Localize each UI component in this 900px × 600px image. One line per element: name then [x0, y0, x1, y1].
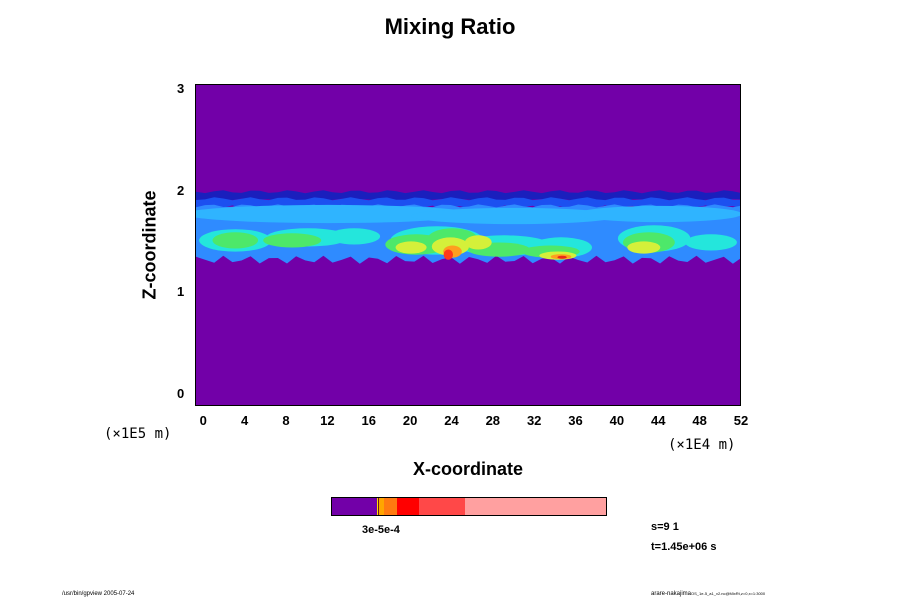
x-tick-label: 48	[692, 413, 707, 428]
time-label: t=1.45e+06 s	[651, 541, 717, 553]
concentration-blob	[557, 255, 567, 259]
colorbar-segment	[419, 498, 465, 515]
footer-right-detail: OS_1e-5_a1_v2.nc@MixRt,z=0,x=1:3000	[691, 591, 766, 596]
x-tick-label: 0	[199, 413, 207, 428]
y-tick-label: 2	[177, 182, 185, 198]
colorbar	[331, 497, 607, 516]
plot-area	[195, 84, 741, 406]
concentration-blob	[263, 233, 322, 248]
x-tick-label: 4	[241, 413, 249, 428]
concentration-blob	[576, 205, 740, 223]
colorbar-segment	[397, 498, 420, 515]
layer-band	[196, 197, 740, 209]
layer-band	[196, 190, 740, 202]
x-tick-label: 8	[282, 413, 290, 428]
colorbar-label: 3e-5e-4	[362, 524, 400, 536]
y-tick-label: 3	[177, 81, 185, 97]
step-label: s=9 1	[651, 521, 679, 533]
colorbar-segment	[464, 498, 606, 515]
x-tick-label: 16	[361, 413, 376, 428]
concentration-blob	[411, 207, 618, 225]
x-tick-label: 12	[320, 413, 335, 428]
colorbar-segment	[379, 498, 385, 515]
footer-left: /usr/bin/gpview 2005-07-24	[62, 591, 135, 597]
concentration-blob	[443, 249, 453, 260]
footer-right-main: arare-nakajima	[651, 591, 692, 597]
footer-right: arare-nakajimaOS_1e-5_a1_v2.nc@MixRt,z=0…	[651, 591, 765, 597]
x-tick-label: 32	[526, 413, 542, 428]
concentration-blob	[212, 232, 259, 249]
chart-title: Mixing Ratio	[384, 14, 516, 39]
concentration-blob	[395, 241, 427, 254]
mixing-ratio-field	[196, 190, 740, 264]
x-tick-label: 36	[568, 413, 583, 428]
concentration-blob	[627, 241, 661, 254]
concentration-blob	[464, 235, 492, 250]
y-axis-label: Z-coordinate	[139, 190, 160, 300]
x-tick-label: 24	[444, 413, 459, 428]
y-tick-label: 1	[177, 284, 185, 300]
concentration-blob	[196, 204, 474, 224]
y-tick-label: 0	[177, 385, 185, 401]
y-scale-label: (×1E5 m)	[104, 426, 172, 442]
x-tick-label: 20	[402, 413, 418, 428]
colorbar-segment	[378, 498, 380, 515]
x-scale-label: (×1E4 m)	[668, 437, 736, 453]
concentration-blob	[328, 228, 381, 245]
x-tick-label: 40	[609, 413, 625, 428]
colorbar-segment	[377, 498, 379, 515]
concentration-blob	[685, 234, 737, 251]
x-tick-label: 52	[733, 413, 749, 428]
colorbar-segment	[332, 498, 378, 515]
x-tick-label: 28	[485, 413, 501, 428]
x-tick-label: 44	[651, 413, 666, 428]
x-axis-label: X-coordinate	[412, 459, 523, 479]
colorbar-segment	[384, 498, 398, 515]
